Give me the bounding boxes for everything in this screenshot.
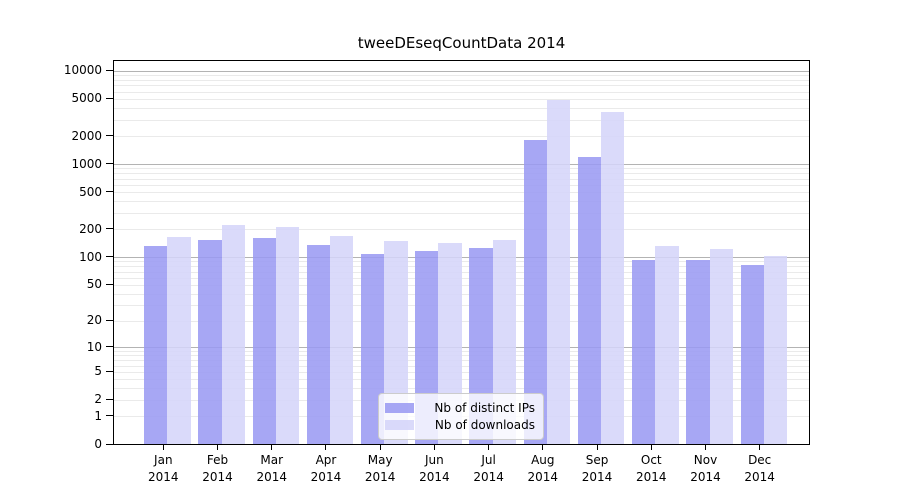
y-tick-mark (106, 415, 113, 417)
chart-title: tweeDEseqCountData 2014 (357, 34, 566, 52)
bar-downloads (546, 100, 571, 444)
x-tick-mark (759, 444, 761, 450)
y-tick-label: 10000 (63, 63, 102, 78)
bar-downloads (275, 226, 300, 444)
bar-distinct-ips (198, 240, 222, 444)
gridline-minor (114, 192, 809, 194)
y-tick-label: 5000 (71, 91, 102, 106)
x-tick-label: Dec 2014 (744, 453, 775, 484)
y-tick-mark (106, 346, 113, 348)
legend-label-downloads: Nb of downloads (434, 418, 535, 432)
gridline-minor (114, 184, 809, 186)
y-tick-mark (106, 256, 113, 258)
x-tick-mark (650, 444, 652, 450)
y-tick-label: 200 (79, 221, 102, 236)
y-tick-mark (106, 370, 113, 372)
x-tick-label: Aug 2014 (527, 453, 559, 484)
legend-swatch-distinct-ips (385, 403, 414, 413)
x-tick-mark (488, 444, 490, 450)
gridline-minor (114, 98, 809, 100)
y-tick-mark (106, 191, 113, 193)
x-tick-mark (162, 444, 164, 450)
gridline-minor (114, 119, 809, 121)
bar-downloads (763, 255, 788, 444)
x-tick-label: Jan 2014 (148, 453, 179, 484)
gridline-minor (114, 229, 809, 231)
bar-downloads (655, 245, 679, 444)
x-tick-label: Mar 2014 (256, 453, 287, 484)
x-tick-label: Jun 2014 (419, 453, 450, 484)
x-tick-label: Oct 2014 (635, 453, 667, 484)
bar-distinct-ips (740, 265, 764, 444)
bar-distinct-ips (144, 245, 168, 444)
y-tick-mark (106, 398, 113, 400)
gridline-minor (114, 91, 809, 93)
bar-downloads (709, 249, 733, 444)
bar-distinct-ips (252, 237, 276, 444)
bar-distinct-ips (523, 139, 547, 444)
y-tick-label: 2 (94, 392, 102, 407)
legend-swatch-downloads (385, 420, 414, 430)
x-tick-label: Jul 2014 (473, 453, 504, 484)
gridline-minor (114, 75, 809, 77)
legend: Nb of distinct IPs Nb of downloads (378, 393, 544, 440)
y-tick-label: 20 (86, 313, 102, 328)
x-tick-mark (379, 444, 381, 450)
y-tick-mark (106, 319, 113, 321)
x-tick-mark (704, 444, 706, 450)
y-tick-label: 100 (79, 249, 102, 264)
x-tick-label: Nov 2014 (690, 453, 721, 484)
bar-downloads (221, 224, 245, 444)
gridline-minor (114, 107, 809, 109)
y-tick-label: 2000 (71, 128, 102, 143)
x-tick-mark (325, 444, 327, 450)
legend-item-distinct-ips: Nb of distinct IPs (385, 400, 535, 416)
x-tick-mark (271, 444, 273, 450)
gridline-minor (114, 178, 809, 180)
y-tick-label: 1 (94, 408, 102, 423)
y-tick-mark (106, 69, 113, 71)
gridline-major (114, 70, 809, 72)
y-tick-label: 500 (79, 184, 102, 199)
x-tick-mark (542, 444, 544, 450)
gridline-minor (114, 136, 809, 138)
gridline-minor (114, 173, 809, 175)
legend-label-distinct-ips: Nb of distinct IPs (434, 401, 535, 415)
y-tick-mark (106, 97, 113, 99)
bar-distinct-ips (632, 259, 656, 444)
gridline-minor (114, 201, 809, 203)
bar-distinct-ips (577, 156, 602, 444)
y-tick-mark (106, 443, 113, 445)
x-tick-label: Apr 2014 (310, 453, 342, 484)
y-tick-label: 10 (86, 339, 102, 354)
x-tick-label: May 2014 (364, 453, 396, 484)
y-tick-label: 5 (94, 364, 102, 379)
legend-item-downloads: Nb of downloads (385, 417, 535, 433)
x-tick-mark (217, 444, 219, 450)
y-tick-mark (106, 163, 113, 165)
bar-downloads (167, 237, 191, 444)
y-tick-mark (106, 283, 113, 285)
bar-downloads (330, 236, 354, 444)
bar-downloads (601, 111, 625, 444)
y-tick-mark (106, 135, 113, 137)
gridline-minor (114, 85, 809, 87)
x-tick-mark (596, 444, 598, 450)
x-tick-mark (433, 444, 435, 450)
gridline-minor (114, 168, 809, 170)
gridline-minor (114, 79, 809, 81)
y-tick-label: 50 (86, 277, 102, 292)
x-tick-label: Sep 2014 (581, 453, 613, 484)
y-tick-label: 1000 (71, 156, 102, 171)
x-tick-label: Feb 2014 (202, 453, 233, 484)
bar-distinct-ips (686, 259, 710, 444)
plot-area (113, 60, 810, 445)
gridline-major (114, 164, 809, 166)
bar-distinct-ips (306, 244, 331, 444)
y-tick-mark (106, 228, 113, 230)
y-tick-label: 0 (94, 437, 102, 451)
gridline-minor (114, 212, 809, 214)
